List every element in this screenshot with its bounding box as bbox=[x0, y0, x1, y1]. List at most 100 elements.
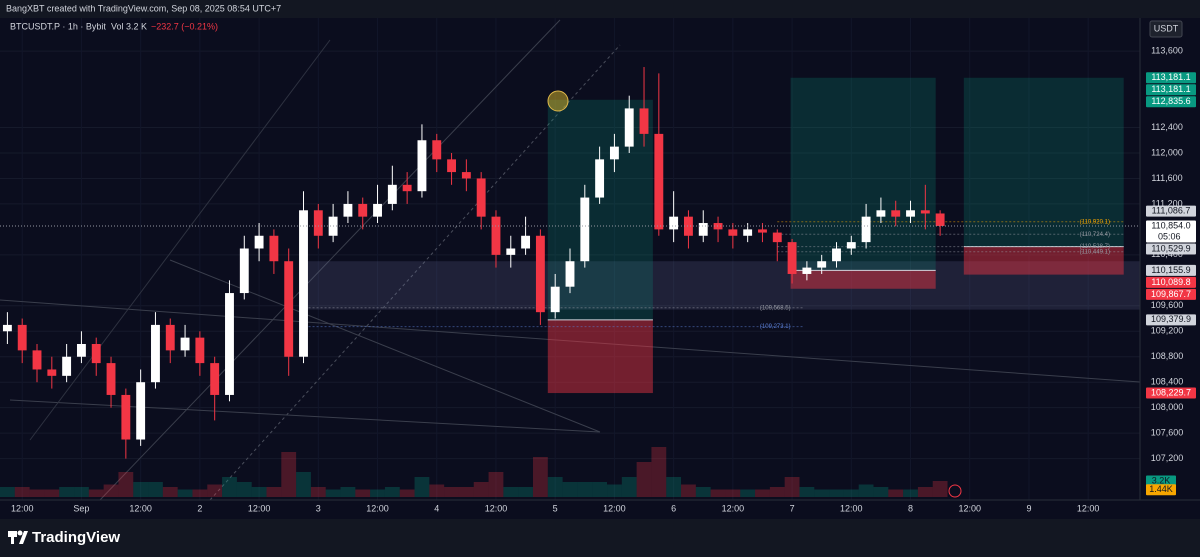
volume-bar bbox=[666, 477, 682, 497]
volume-bar bbox=[251, 487, 267, 497]
legend-symbol: BTCUSDT.P · 1h · Bybit bbox=[10, 21, 106, 31]
y-tick-label: 107,200 bbox=[1151, 453, 1184, 463]
legend-change: −232.7 (−0.21%) bbox=[151, 21, 218, 31]
x-tick-label: 12:00 bbox=[366, 503, 389, 513]
volume-bar bbox=[458, 487, 474, 497]
volume-bar bbox=[873, 487, 889, 497]
price-tag-label: 108,229.7 bbox=[1151, 387, 1191, 397]
candle-body bbox=[624, 108, 634, 147]
y-tick-label: 109,200 bbox=[1151, 326, 1184, 336]
x-tick-label: Sep bbox=[73, 503, 89, 513]
candle-body bbox=[935, 213, 945, 226]
volume-bar bbox=[29, 489, 45, 497]
volume-bar bbox=[488, 472, 504, 497]
candle-body bbox=[284, 261, 294, 357]
volume-bar bbox=[325, 489, 341, 497]
position-stop bbox=[790, 270, 936, 289]
volume-bar bbox=[503, 487, 519, 497]
volume-bar bbox=[384, 487, 400, 497]
candle-body bbox=[402, 184, 412, 192]
x-tick-label: 5 bbox=[553, 503, 558, 513]
candle-body bbox=[225, 293, 234, 395]
candle-body bbox=[891, 210, 901, 217]
volume-bar bbox=[88, 489, 104, 497]
x-tick-label: 4 bbox=[434, 503, 439, 513]
volume-bar bbox=[784, 477, 800, 497]
price-countdown: 05:06 bbox=[1158, 231, 1181, 241]
candle-body bbox=[684, 216, 693, 236]
volume-bar bbox=[829, 489, 844, 497]
candle-body bbox=[535, 235, 545, 313]
volume-bar bbox=[310, 487, 326, 497]
y-tick-label: 112,400 bbox=[1151, 122, 1183, 132]
alert-icon[interactable] bbox=[948, 484, 962, 498]
candle-body bbox=[743, 229, 753, 236]
trend-line bbox=[0, 299, 1141, 383]
logo-part bbox=[19, 531, 28, 544]
brand-name: TradingView bbox=[32, 529, 120, 546]
volume-bar bbox=[0, 487, 15, 497]
currency-button[interactable] bbox=[1149, 20, 1183, 38]
candle-body bbox=[2, 324, 12, 332]
volume-bar bbox=[621, 477, 637, 497]
candle-body bbox=[491, 216, 501, 255]
candle-body bbox=[254, 235, 264, 249]
price-tag-label: 110,854.0 bbox=[1151, 220, 1190, 230]
x-tick-label: 8 bbox=[908, 503, 913, 513]
price-tag bbox=[1146, 276, 1196, 288]
price-tag-label: 113,181.1 bbox=[1151, 72, 1190, 82]
volume-bar bbox=[14, 487, 30, 497]
y-tick-label: 109,600 bbox=[1151, 300, 1184, 310]
y-tick-label: 111,600 bbox=[1151, 173, 1182, 183]
volume-bar bbox=[799, 487, 815, 497]
volume-bar bbox=[429, 484, 445, 497]
volume-bar bbox=[710, 489, 726, 497]
currency-label[interactable]: USDT bbox=[1154, 23, 1179, 33]
candle-body bbox=[76, 344, 86, 357]
candle-body bbox=[654, 133, 664, 230]
candle-body bbox=[698, 223, 708, 236]
candle-body bbox=[565, 261, 575, 287]
levels: (110,920.1) (110,724.4) (110,528.7)(110,44… bbox=[300, 219, 1124, 330]
candle-body bbox=[180, 337, 190, 351]
candle-body bbox=[476, 178, 486, 217]
level-label: (110,920.1) bbox=[1080, 219, 1110, 225]
volume-tag bbox=[1146, 475, 1176, 487]
candle-body bbox=[609, 146, 619, 160]
trend-line bbox=[9, 399, 601, 433]
price-tag bbox=[1146, 72, 1196, 84]
volume-bar bbox=[695, 487, 711, 497]
volume-bar bbox=[903, 489, 918, 497]
price-tag bbox=[1146, 84, 1196, 96]
price-tag bbox=[1146, 264, 1196, 276]
volume-bar bbox=[444, 487, 459, 497]
y-tick-label: 107,600 bbox=[1151, 428, 1184, 438]
price-tag bbox=[1146, 96, 1196, 108]
level-label: (110,449.1) bbox=[1080, 249, 1110, 255]
position-target bbox=[547, 99, 653, 320]
volume-bar bbox=[592, 482, 608, 497]
candle-body bbox=[550, 286, 560, 313]
price-tag bbox=[1146, 243, 1196, 255]
volume-bar bbox=[518, 487, 533, 497]
candle-body bbox=[343, 203, 353, 217]
candle-body bbox=[210, 363, 220, 395]
x-tick-label: 3 bbox=[316, 503, 321, 513]
volume-bar bbox=[236, 482, 252, 497]
legend-vol-value: 3.2 K bbox=[126, 21, 147, 31]
candle-body bbox=[787, 242, 797, 274]
candle-body bbox=[876, 210, 886, 217]
volume-bar bbox=[769, 487, 785, 497]
x-tick-label: 7 bbox=[790, 503, 795, 513]
price-tag bbox=[1146, 220, 1196, 243]
candle-body bbox=[802, 267, 812, 274]
x-tick-label: 12:00 bbox=[840, 503, 863, 513]
volume-bar bbox=[59, 487, 75, 497]
volume-bar bbox=[281, 452, 297, 497]
candle-body bbox=[62, 356, 72, 376]
volume-bar bbox=[651, 447, 667, 497]
trend-line bbox=[29, 39, 331, 441]
volume-bar bbox=[858, 484, 874, 497]
candle-body bbox=[461, 172, 471, 179]
price-tag bbox=[1146, 205, 1196, 217]
